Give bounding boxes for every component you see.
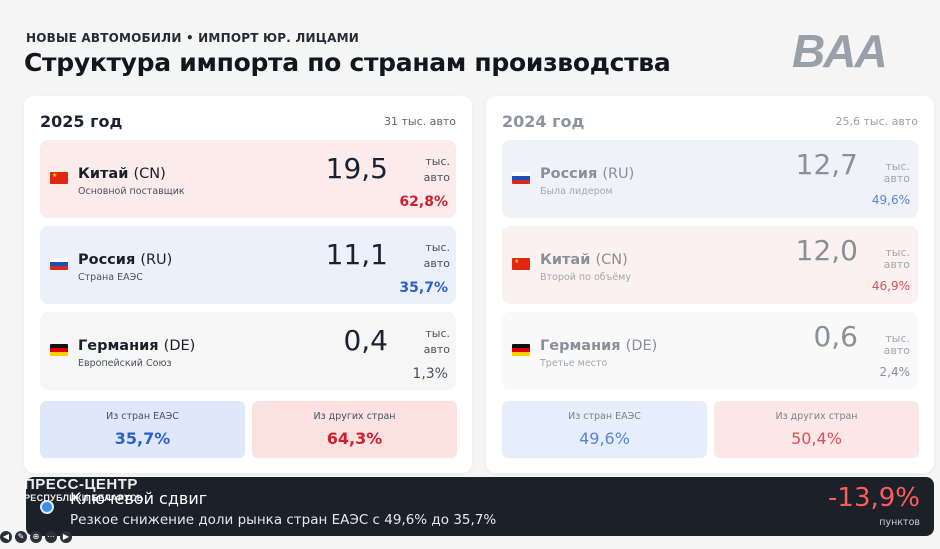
- country-card-de: Германия (DE) Европейский Союз 0,4 тыс. …: [40, 312, 456, 390]
- country-value: 11,1: [325, 238, 388, 271]
- summary-label: Из стран ЕАЭС: [106, 411, 179, 422]
- key-shift-bar: Ключевой сдвиг Резкое снижение доли рынк…: [26, 477, 934, 536]
- country-subtitle: Основной поставщик: [78, 186, 185, 197]
- page-title: Структура импорта по странам производств…: [24, 48, 671, 77]
- country-share: 46,9%: [871, 279, 910, 293]
- summary-eaes: Из стран ЕАЭС 49,6%: [502, 401, 707, 458]
- key-shift-value: -13,9%: [828, 483, 920, 513]
- pen-icon[interactable]: ✎: [15, 531, 27, 543]
- country-share: 49,6%: [871, 193, 910, 207]
- ru-flag-icon: [512, 172, 530, 184]
- summary-value: 50,4%: [791, 429, 842, 448]
- key-shift-title: Ключевой сдвиг: [70, 489, 208, 508]
- zoom-icon[interactable]: ⊕: [30, 531, 42, 543]
- country-name: Германия: [78, 338, 159, 354]
- country-name: Германия: [540, 338, 621, 354]
- country-card-de: Германия (DE) Третье место 0,6 тыс. авто…: [502, 312, 918, 390]
- country-unit: тыс. авто: [883, 246, 910, 271]
- more-icon[interactable]: ⋯: [45, 531, 57, 543]
- country-unit: тыс. авто: [423, 327, 450, 356]
- panel-2025: 2025 год 31 тыс. авто ★ Китай (CN) Основ…: [24, 96, 472, 473]
- panel-year: 2024 год: [502, 111, 585, 131]
- country-code: (DE): [625, 338, 658, 354]
- country-code: (DE): [163, 338, 196, 354]
- country-card-ru: Россия (RU) Была лидером 12,7 тыс. авто …: [502, 140, 918, 218]
- baa-logo: BAA: [792, 25, 888, 77]
- country-name: Россия: [540, 166, 598, 182]
- panel-2024: 2024 год 25,6 тыс. авто Россия (RU) Была…: [486, 96, 934, 473]
- summary-value: 64,3%: [326, 429, 383, 448]
- country-value: 12,7: [795, 148, 858, 181]
- country-subtitle: Второй по объёму: [540, 272, 631, 283]
- de-flag-icon: [512, 344, 530, 356]
- summary-other: Из других стран 50,4%: [714, 401, 919, 458]
- country-unit: тыс. авто: [423, 155, 450, 184]
- country-subtitle: Третье место: [540, 358, 608, 369]
- country-code: (CN): [133, 166, 166, 182]
- country-share: 2,4%: [879, 365, 911, 379]
- country-code: (RU): [140, 252, 173, 268]
- country-unit: тыс. авто: [883, 332, 910, 357]
- press-center-watermark: ПРЕСС-ЦЕНТР РЕСПУБЛИКИ БЕЛАРУСЬ: [24, 476, 144, 503]
- country-name: Россия: [78, 252, 136, 268]
- summary-label: Из других стран: [775, 411, 858, 422]
- de-flag-icon: [50, 344, 68, 356]
- key-shift-unit: пунктов: [879, 517, 920, 528]
- country-share: 62,8%: [399, 194, 448, 210]
- panel-total: 31 тыс. авто: [384, 114, 456, 128]
- ru-flag-icon: [50, 258, 68, 270]
- country-code: (RU): [602, 166, 635, 182]
- panel-year: 2025 год: [40, 111, 123, 131]
- summary-label: Из стран ЕАЭС: [568, 411, 641, 422]
- country-card-cn: ★ Китай (CN) Основной поставщик 19,5 тыс…: [40, 140, 456, 218]
- key-shift-description: Резкое снижение доли рынка стран ЕАЭС с …: [70, 512, 497, 528]
- country-share: 1,3%: [412, 366, 448, 382]
- summary-other: Из других стран 64,3%: [252, 401, 457, 458]
- country-value: 0,6: [813, 320, 858, 353]
- country-card-cn: ★ Китай (CN) Второй по объёму 12,0 тыс. …: [502, 226, 918, 304]
- country-name: Китай: [540, 252, 591, 268]
- country-subtitle: Страна ЕАЭС: [78, 272, 143, 283]
- summary-label: Из других стран: [313, 411, 396, 422]
- country-name: Китай: [78, 166, 129, 182]
- rewind-icon[interactable]: ◀: [0, 531, 12, 543]
- cn-flag-icon: ★: [50, 172, 68, 184]
- watermark-line2: РЕСПУБЛИКИ БЕЛАРУСЬ: [24, 493, 144, 503]
- country-subtitle: Европейский Союз: [78, 358, 172, 369]
- watermark-line1: ПРЕСС-ЦЕНТР: [24, 476, 138, 493]
- watermark-emblem-icon: [40, 500, 54, 514]
- country-unit: тыс. авто: [423, 241, 450, 270]
- country-share: 35,7%: [399, 280, 448, 296]
- country-value: 12,0: [795, 234, 858, 267]
- country-value: 19,5: [325, 152, 388, 185]
- forward-icon[interactable]: ▶: [60, 531, 72, 543]
- country-value: 0,4: [343, 324, 388, 357]
- player-controls: ◀ ✎ ⊕ ⋯ ▶: [0, 527, 72, 547]
- country-code: (CN): [595, 252, 628, 268]
- country-subtitle: Была лидером: [540, 186, 613, 197]
- cn-flag-icon: ★: [512, 258, 530, 270]
- summary-value: 49,6%: [579, 429, 630, 448]
- summary-value: 35,7%: [114, 429, 171, 448]
- country-card-ru: Россия (RU) Страна ЕАЭС 11,1 тыс. авто 3…: [40, 226, 456, 304]
- country-unit: тыс. авто: [883, 160, 910, 185]
- summary-eaes: Из стран ЕАЭС 35,7%: [40, 401, 245, 458]
- section-overline: НОВЫЕ АВТОМОБИЛИ • ИМПОРТ ЮР. ЛИЦАМИ: [26, 31, 360, 45]
- panel-total: 25,6 тыс. авто: [835, 114, 918, 128]
